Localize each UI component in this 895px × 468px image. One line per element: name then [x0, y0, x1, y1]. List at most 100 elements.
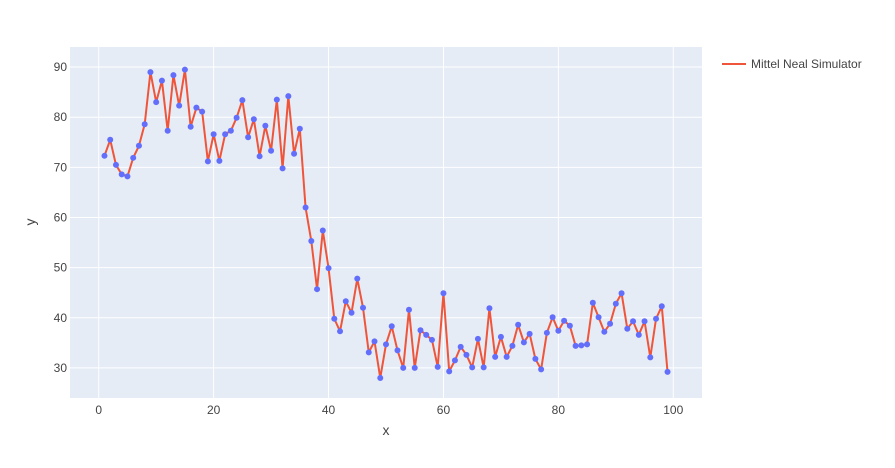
data-point[interactable]	[181, 66, 188, 73]
data-point[interactable]	[480, 364, 487, 371]
data-point[interactable]	[451, 357, 458, 364]
data-point[interactable]	[400, 364, 407, 371]
data-point[interactable]	[428, 336, 435, 343]
data-point[interactable]	[279, 165, 286, 172]
data-point[interactable]	[405, 306, 412, 313]
data-point[interactable]	[245, 134, 252, 141]
data-point[interactable]	[233, 114, 240, 121]
data-point[interactable]	[377, 374, 384, 381]
data-point[interactable]	[538, 366, 545, 373]
data-point[interactable]	[549, 314, 556, 321]
data-point[interactable]	[204, 158, 211, 165]
data-point[interactable]	[285, 93, 292, 100]
data-point[interactable]	[176, 102, 183, 109]
data-point[interactable]	[337, 328, 344, 335]
data-point[interactable]	[227, 127, 234, 134]
data-point[interactable]	[348, 309, 355, 316]
data-point[interactable]	[331, 315, 338, 322]
data-point[interactable]	[360, 304, 367, 311]
data-point[interactable]	[664, 368, 671, 375]
data-point[interactable]	[354, 275, 361, 282]
data-point[interactable]	[492, 353, 499, 360]
data-point[interactable]	[222, 131, 229, 138]
data-point[interactable]	[469, 364, 476, 371]
data-point[interactable]	[273, 96, 280, 103]
data-point[interactable]	[411, 364, 418, 371]
data-point[interactable]	[112, 161, 119, 168]
data-point[interactable]	[383, 341, 389, 348]
data-point[interactable]	[250, 116, 257, 123]
data-point[interactable]	[130, 154, 137, 161]
data-point[interactable]	[302, 204, 309, 211]
data-point[interactable]	[463, 351, 470, 358]
data-point[interactable]	[595, 314, 602, 321]
data-point[interactable]	[503, 353, 510, 360]
data-point[interactable]	[607, 320, 614, 327]
data-point[interactable]	[457, 343, 464, 350]
data-point[interactable]	[497, 333, 504, 340]
data-point[interactable]	[572, 342, 579, 349]
data-point[interactable]	[268, 147, 275, 154]
data-point[interactable]	[589, 299, 596, 306]
data-point[interactable]	[319, 227, 326, 234]
data-point[interactable]	[101, 152, 108, 159]
data-point[interactable]	[532, 355, 539, 362]
data-point[interactable]	[641, 318, 648, 325]
data-point[interactable]	[526, 330, 533, 337]
data-point[interactable]	[566, 322, 573, 329]
legend[interactable]: Mittel Neal Simulator	[722, 57, 862, 71]
data-point[interactable]	[365, 349, 372, 356]
data-point[interactable]	[509, 342, 516, 349]
data-point[interactable]	[584, 341, 591, 348]
data-point[interactable]	[578, 342, 585, 349]
data-point[interactable]	[371, 338, 378, 345]
data-point[interactable]	[658, 303, 665, 310]
data-point[interactable]	[124, 173, 131, 180]
data-point[interactable]	[647, 354, 654, 361]
data-point[interactable]	[170, 72, 177, 79]
data-point[interactable]	[630, 318, 637, 325]
data-point[interactable]	[158, 77, 165, 84]
data-point[interactable]	[653, 315, 660, 322]
data-point[interactable]	[486, 305, 493, 312]
data-point[interactable]	[141, 121, 148, 128]
data-point[interactable]	[417, 327, 424, 334]
data-point[interactable]	[555, 327, 562, 334]
data-point[interactable]	[325, 265, 332, 272]
data-point[interactable]	[612, 300, 619, 307]
data-point[interactable]	[193, 104, 200, 111]
data-point[interactable]	[239, 97, 246, 104]
data-point[interactable]	[262, 122, 269, 129]
data-point[interactable]	[199, 108, 206, 115]
data-point[interactable]	[601, 328, 608, 335]
data-point[interactable]	[618, 290, 625, 297]
data-point[interactable]	[256, 153, 263, 160]
data-point[interactable]	[624, 325, 631, 332]
data-point[interactable]	[515, 321, 522, 328]
data-point[interactable]	[308, 238, 315, 245]
data-point[interactable]	[296, 125, 303, 132]
data-point[interactable]	[394, 347, 401, 354]
data-point[interactable]	[388, 323, 395, 330]
data-point[interactable]	[474, 335, 481, 342]
data-point[interactable]	[446, 368, 453, 375]
data-point[interactable]	[342, 298, 349, 305]
data-point[interactable]	[216, 157, 223, 164]
data-point[interactable]	[135, 142, 142, 149]
data-point[interactable]	[118, 171, 125, 178]
data-point[interactable]	[561, 317, 568, 324]
data-point[interactable]	[153, 99, 160, 106]
data-point[interactable]	[314, 286, 321, 293]
data-point[interactable]	[440, 290, 447, 297]
data-point[interactable]	[635, 331, 642, 338]
data-point[interactable]	[187, 123, 194, 130]
data-point[interactable]	[147, 69, 154, 76]
data-point[interactable]	[543, 329, 550, 336]
data-point[interactable]	[291, 150, 298, 157]
data-point[interactable]	[164, 127, 171, 134]
data-point[interactable]	[434, 363, 441, 370]
data-point[interactable]	[210, 131, 217, 138]
data-point[interactable]	[520, 339, 527, 346]
data-point[interactable]	[423, 331, 430, 338]
data-point[interactable]	[107, 136, 114, 143]
